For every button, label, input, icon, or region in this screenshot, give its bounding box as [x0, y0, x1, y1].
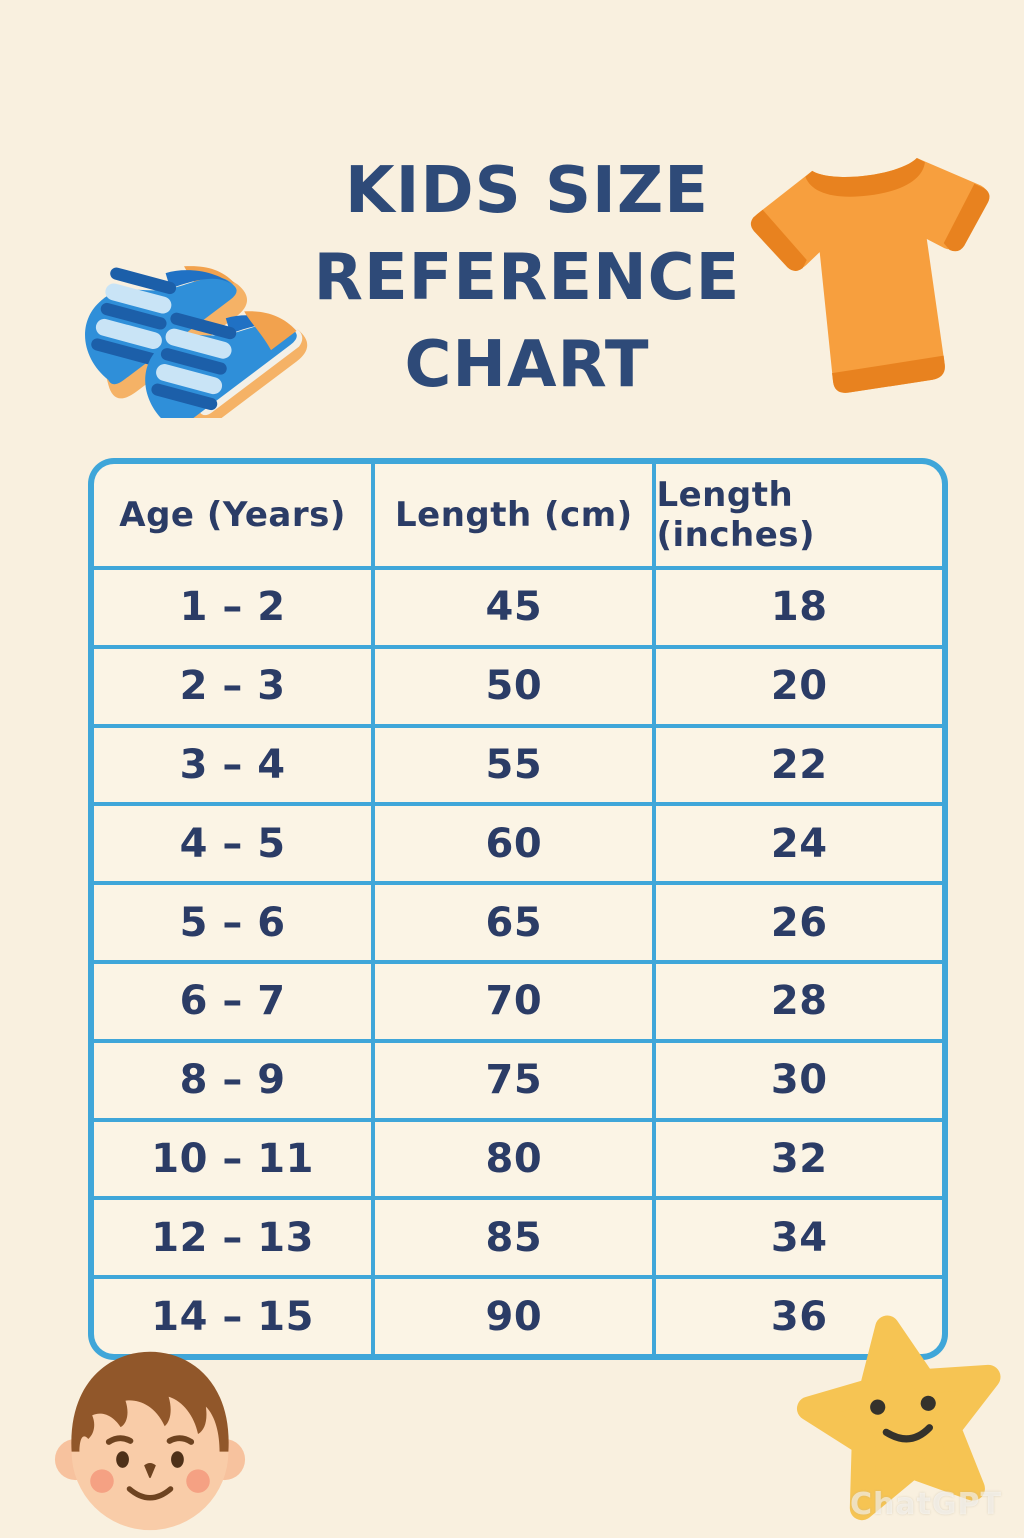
table-cell-inches: 18	[656, 570, 942, 645]
column-header-inches: Length (inches)	[656, 464, 942, 566]
table-cell-inches: 34	[656, 1200, 942, 1276]
table-cell-age: 6 – 7	[94, 964, 372, 1039]
table-cell-age: 1 – 2	[94, 570, 372, 645]
watermark: ChatGPT	[849, 1487, 1002, 1522]
table-cell-inches: 30	[656, 1042, 942, 1118]
table-cell-inches: 24	[656, 806, 942, 882]
sneakers-icon	[85, 266, 308, 418]
table-cell-age: 2 – 3	[94, 648, 372, 724]
column-header-cm: Length (cm)	[375, 464, 653, 566]
column-header-age: Age (Years)	[94, 464, 372, 566]
table-cell-cm: 55	[375, 727, 653, 803]
table-cell-inches: 28	[656, 964, 942, 1039]
table-cell-cm: 85	[375, 1200, 653, 1276]
table-cell-cm: 60	[375, 806, 653, 882]
table-cell-inches: 32	[656, 1121, 942, 1197]
table-cell-age: 8 – 9	[94, 1042, 372, 1118]
page-title: KIDS SIZE REFERENCE CHART	[292, 148, 762, 409]
table-cell-age: 5 – 6	[94, 885, 372, 960]
table-cell-cm: 50	[375, 648, 653, 724]
table-cell-age: 12 – 13	[94, 1200, 372, 1276]
table-cell-cm: 75	[375, 1042, 653, 1118]
table-cell-cm: 65	[375, 885, 653, 960]
table-cell-inches: 22	[656, 727, 942, 803]
table-cell-age: 10 – 11	[94, 1121, 372, 1197]
title-line-2: REFERENCE	[313, 241, 741, 315]
table-cell-cm: 90	[375, 1279, 653, 1354]
table-cell-cm: 70	[375, 964, 653, 1039]
table-cell-age: 3 – 4	[94, 727, 372, 803]
table-cell-cm: 80	[375, 1121, 653, 1197]
table-cell-inches: 20	[656, 648, 942, 724]
title-line-3: CHART	[404, 328, 650, 402]
table-cell-cm: 45	[375, 570, 653, 645]
table-cell-age: 14 – 15	[94, 1279, 372, 1354]
star-icon	[796, 1315, 1001, 1521]
size-reference-table: Age (Years) Length (cm) Length (inches) …	[88, 458, 948, 1360]
title-line-1: KIDS SIZE	[345, 154, 709, 228]
boy-face-icon	[54, 1351, 246, 1531]
tshirt-icon	[750, 158, 990, 393]
table-cell-inches: 26	[656, 885, 942, 960]
table-cell-age: 4 – 5	[94, 806, 372, 882]
